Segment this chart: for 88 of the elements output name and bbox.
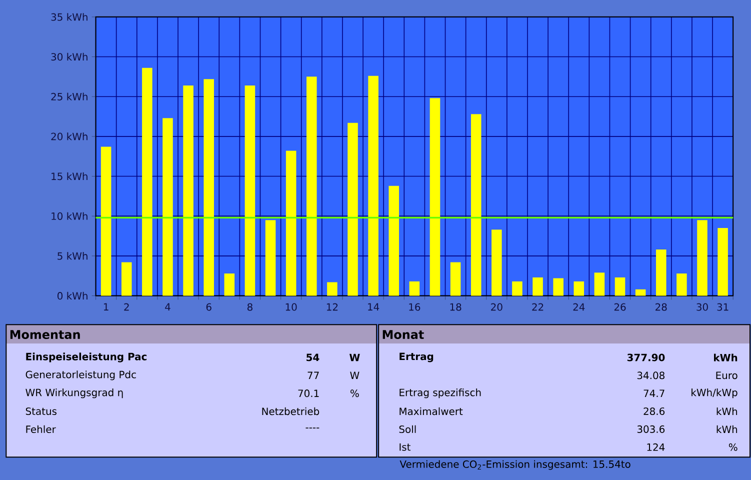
x-tick-label: 24 [573,303,585,311]
text: 54 [306,354,320,362]
bar [265,220,276,296]
y-tick-label: 5 kWh [58,252,88,260]
x-tick-label: 28 [656,303,667,311]
text: Einspeiseleistung Pac [26,352,147,362]
text: 34.08 [637,372,664,380]
text: Status [26,407,57,416]
bar [450,262,461,296]
text: % [728,443,738,451]
bar [204,79,214,296]
text: 124 [647,443,665,451]
bar [409,281,420,296]
text: % [350,390,359,398]
bar [553,278,564,296]
text: kWh [714,354,738,362]
bar [162,118,173,296]
x-tick-label: 14 [368,303,380,311]
text: Fehler [26,425,56,434]
x-tick-label: 1 [104,303,108,311]
x-tick-label: 12 [326,303,338,311]
x-tick-label: 6 [206,303,212,311]
text: 77 [308,372,319,380]
x-tick-label: 10 [286,303,297,311]
x-tick-label: 30 [696,303,708,311]
bar [121,262,132,296]
text: Vermiedene CO$_{2}$-Emission insgesamt: 15.54to [400,460,630,470]
y-tick-label: 10 kWh [52,212,88,220]
x-tick-label: 2 [124,303,129,311]
bar [676,273,687,296]
bar [348,122,358,296]
text: W [350,372,360,380]
bar [635,289,646,296]
bar [286,150,296,296]
bar [594,272,605,296]
text: Maximalwert [400,407,463,416]
bar [100,146,112,296]
text: Ertrag [400,352,434,362]
x-tick-label: 18 [450,303,462,311]
text: kWh [716,407,738,416]
x-tick-label: 22 [532,303,544,311]
y-tick-label: 0 kWh [58,292,88,300]
text: 74.7 [644,390,664,397]
bar [244,85,256,296]
text: Generatorleistung Pdc [26,370,136,380]
bar [574,281,584,296]
y-tick-label: 35 kWh [51,13,88,21]
bar [368,76,378,296]
bar [183,85,194,296]
text: Momentan [10,330,80,340]
text: Soll [399,425,416,434]
text: Monat [382,330,424,340]
text: W [349,354,360,362]
text: 28.6 [644,407,665,416]
text: Euro [716,372,738,380]
bar [306,76,317,296]
text: kWh/kWp [692,388,738,398]
text: Netzbetrieb [262,407,320,416]
text: 303.6 [637,425,665,433]
bar [614,277,626,296]
text: 70.1 [298,390,319,398]
x-tick-label: 8 [247,303,252,311]
bar [142,68,152,296]
bar [656,250,666,296]
text: 377.90 [627,354,665,362]
y-tick-label: 30 kWh [51,52,88,61]
y-tick-label: 15 kWh [52,172,88,180]
bar [532,277,543,296]
x-tick-label: 31 [717,303,728,311]
x-tick-label: 4 [165,303,170,311]
text: Ist [400,443,410,451]
y-tick-label: 20 kWh [51,132,88,140]
x-tick-label: 20 [491,303,502,311]
bar [327,282,338,296]
bar [492,230,502,296]
bar [430,98,440,296]
x-tick-label: 16 [409,303,420,311]
bar [224,273,235,296]
y-tick-label: 25 kWh [51,92,88,100]
text: Ertrag spezifisch [400,388,481,398]
bar [718,228,728,296]
text: kWh [716,425,738,433]
text: WR Wirkungsgrad η [26,388,123,398]
x-tick-label: 26 [614,303,626,311]
bar [697,220,708,296]
bar [512,281,522,296]
bar [388,186,400,296]
bar [470,114,482,296]
